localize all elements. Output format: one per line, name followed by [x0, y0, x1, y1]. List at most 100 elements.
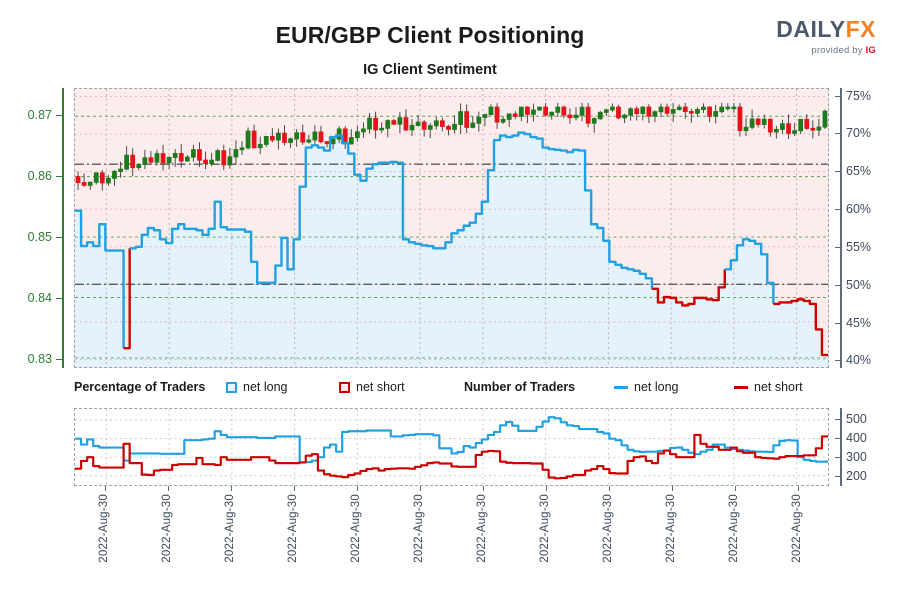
traders-count-plot-area [74, 408, 829, 486]
candle-body [306, 139, 312, 143]
dailyfx-logo: DAILYFX provided by IG [776, 18, 876, 56]
candle-body [622, 114, 627, 119]
candle-body [336, 128, 342, 140]
candle-body [500, 118, 506, 123]
candle-body [124, 154, 129, 170]
price-axis-tick [56, 237, 62, 239]
candle-body [197, 149, 202, 161]
price-axis-tick [56, 115, 62, 117]
candle-body [701, 106, 706, 111]
candle-body [148, 157, 154, 163]
x-axis-tick [797, 486, 799, 491]
candle-body [354, 131, 360, 139]
candle-body [761, 118, 767, 125]
traders-axis-label-3: 500 [846, 412, 867, 427]
candle-body [743, 126, 749, 132]
legend-pct-net-long[interactable]: net long [226, 378, 287, 396]
traders-axis-label-1: 300 [846, 450, 867, 465]
x-axis-label-0: 2022-Aug-30 [98, 494, 111, 563]
candle-body [780, 123, 785, 130]
candle-body [512, 113, 518, 117]
percent-axis-label-1: 45% [846, 315, 872, 330]
candle-body [695, 109, 700, 114]
candle-body [658, 106, 664, 113]
candle-body [531, 109, 536, 115]
candle-body [367, 117, 372, 130]
candle-body [415, 121, 421, 126]
candle-body [245, 130, 251, 149]
price-axis-tick [56, 298, 62, 299]
candle-body [136, 163, 142, 169]
price-axis-label-3: 0.86 [27, 169, 52, 184]
candle-body [646, 106, 652, 117]
legend-pct-net-short[interactable]: net short [339, 378, 405, 396]
percent-axis-line [840, 88, 842, 368]
candle-body [154, 153, 160, 163]
candle-body [324, 141, 330, 145]
traders-axis-label-2: 400 [846, 431, 867, 446]
legend-num-net-long-label: net long [634, 380, 679, 394]
x-axis-tick [168, 486, 170, 491]
candle-body [318, 131, 324, 143]
candle-body [774, 128, 779, 133]
candle-body [488, 106, 494, 116]
candle-body [385, 120, 391, 129]
candle-body [652, 111, 658, 117]
x-axis-tick [357, 486, 359, 491]
percent-axis-tick [835, 246, 840, 248]
candle-body [792, 130, 797, 134]
candle-body [543, 106, 549, 116]
candle-body [288, 138, 293, 143]
candle-body [603, 109, 609, 113]
x-axis-label-6: 2022-Aug-30 [475, 494, 488, 563]
x-axis-label-7: 2022-Aug-30 [538, 494, 551, 563]
candle-body [269, 136, 275, 141]
candle-body [391, 120, 397, 125]
candle-body [640, 106, 646, 114]
percent-axis-label-7: 75% [846, 88, 872, 103]
legend-group-number: Number of Traders [464, 380, 576, 394]
legend-num-net-short-label: net short [754, 380, 803, 394]
candle-body [397, 117, 403, 125]
candle-body [294, 132, 300, 140]
candle-body [203, 159, 208, 165]
legend-num-net-long[interactable]: net long [614, 378, 678, 396]
candle-body [112, 170, 117, 179]
x-axis-label-5: 2022-Aug-30 [413, 494, 426, 563]
candle-body [379, 127, 385, 131]
logo-fx-text: FX [845, 16, 876, 42]
candle-body [537, 106, 542, 111]
candle-body [767, 118, 773, 133]
x-axis-label-1: 2022-Aug-30 [161, 494, 174, 563]
chart-legend: Percentage of Traders net long net short… [74, 378, 834, 396]
candle-body [81, 182, 87, 186]
candle-body [525, 106, 530, 115]
candle-body [263, 136, 269, 145]
candle-body [257, 143, 263, 149]
candle-body [312, 131, 318, 141]
candle-body [676, 106, 682, 111]
candle-body [282, 132, 287, 143]
candle-body [798, 118, 804, 132]
candle-body [130, 154, 136, 169]
candle-body [518, 106, 524, 117]
x-axis-label-8: 2022-Aug-30 [601, 494, 614, 563]
price-axis-line [62, 88, 64, 368]
legend-pct-net-short-label: net short [356, 380, 405, 394]
candle-body [452, 123, 457, 130]
candle-body [616, 106, 621, 119]
candle-body [725, 106, 731, 110]
swatch-num-net-short-icon [734, 385, 748, 389]
x-axis-label-11: 2022-Aug-30 [790, 494, 803, 563]
main-chart-svg [75, 89, 828, 367]
candle-body [749, 118, 755, 128]
candle-body [215, 150, 221, 161]
legend-num-net-short[interactable]: net short [734, 378, 803, 396]
candle-body [476, 116, 482, 124]
candle-body [573, 114, 579, 119]
candle-body [470, 122, 476, 128]
x-axis-label-2: 2022-Aug-30 [224, 494, 237, 563]
candle-body [670, 109, 676, 114]
price-axis-label-1: 0.84 [27, 291, 52, 305]
percent-axis-tick [835, 209, 840, 211]
